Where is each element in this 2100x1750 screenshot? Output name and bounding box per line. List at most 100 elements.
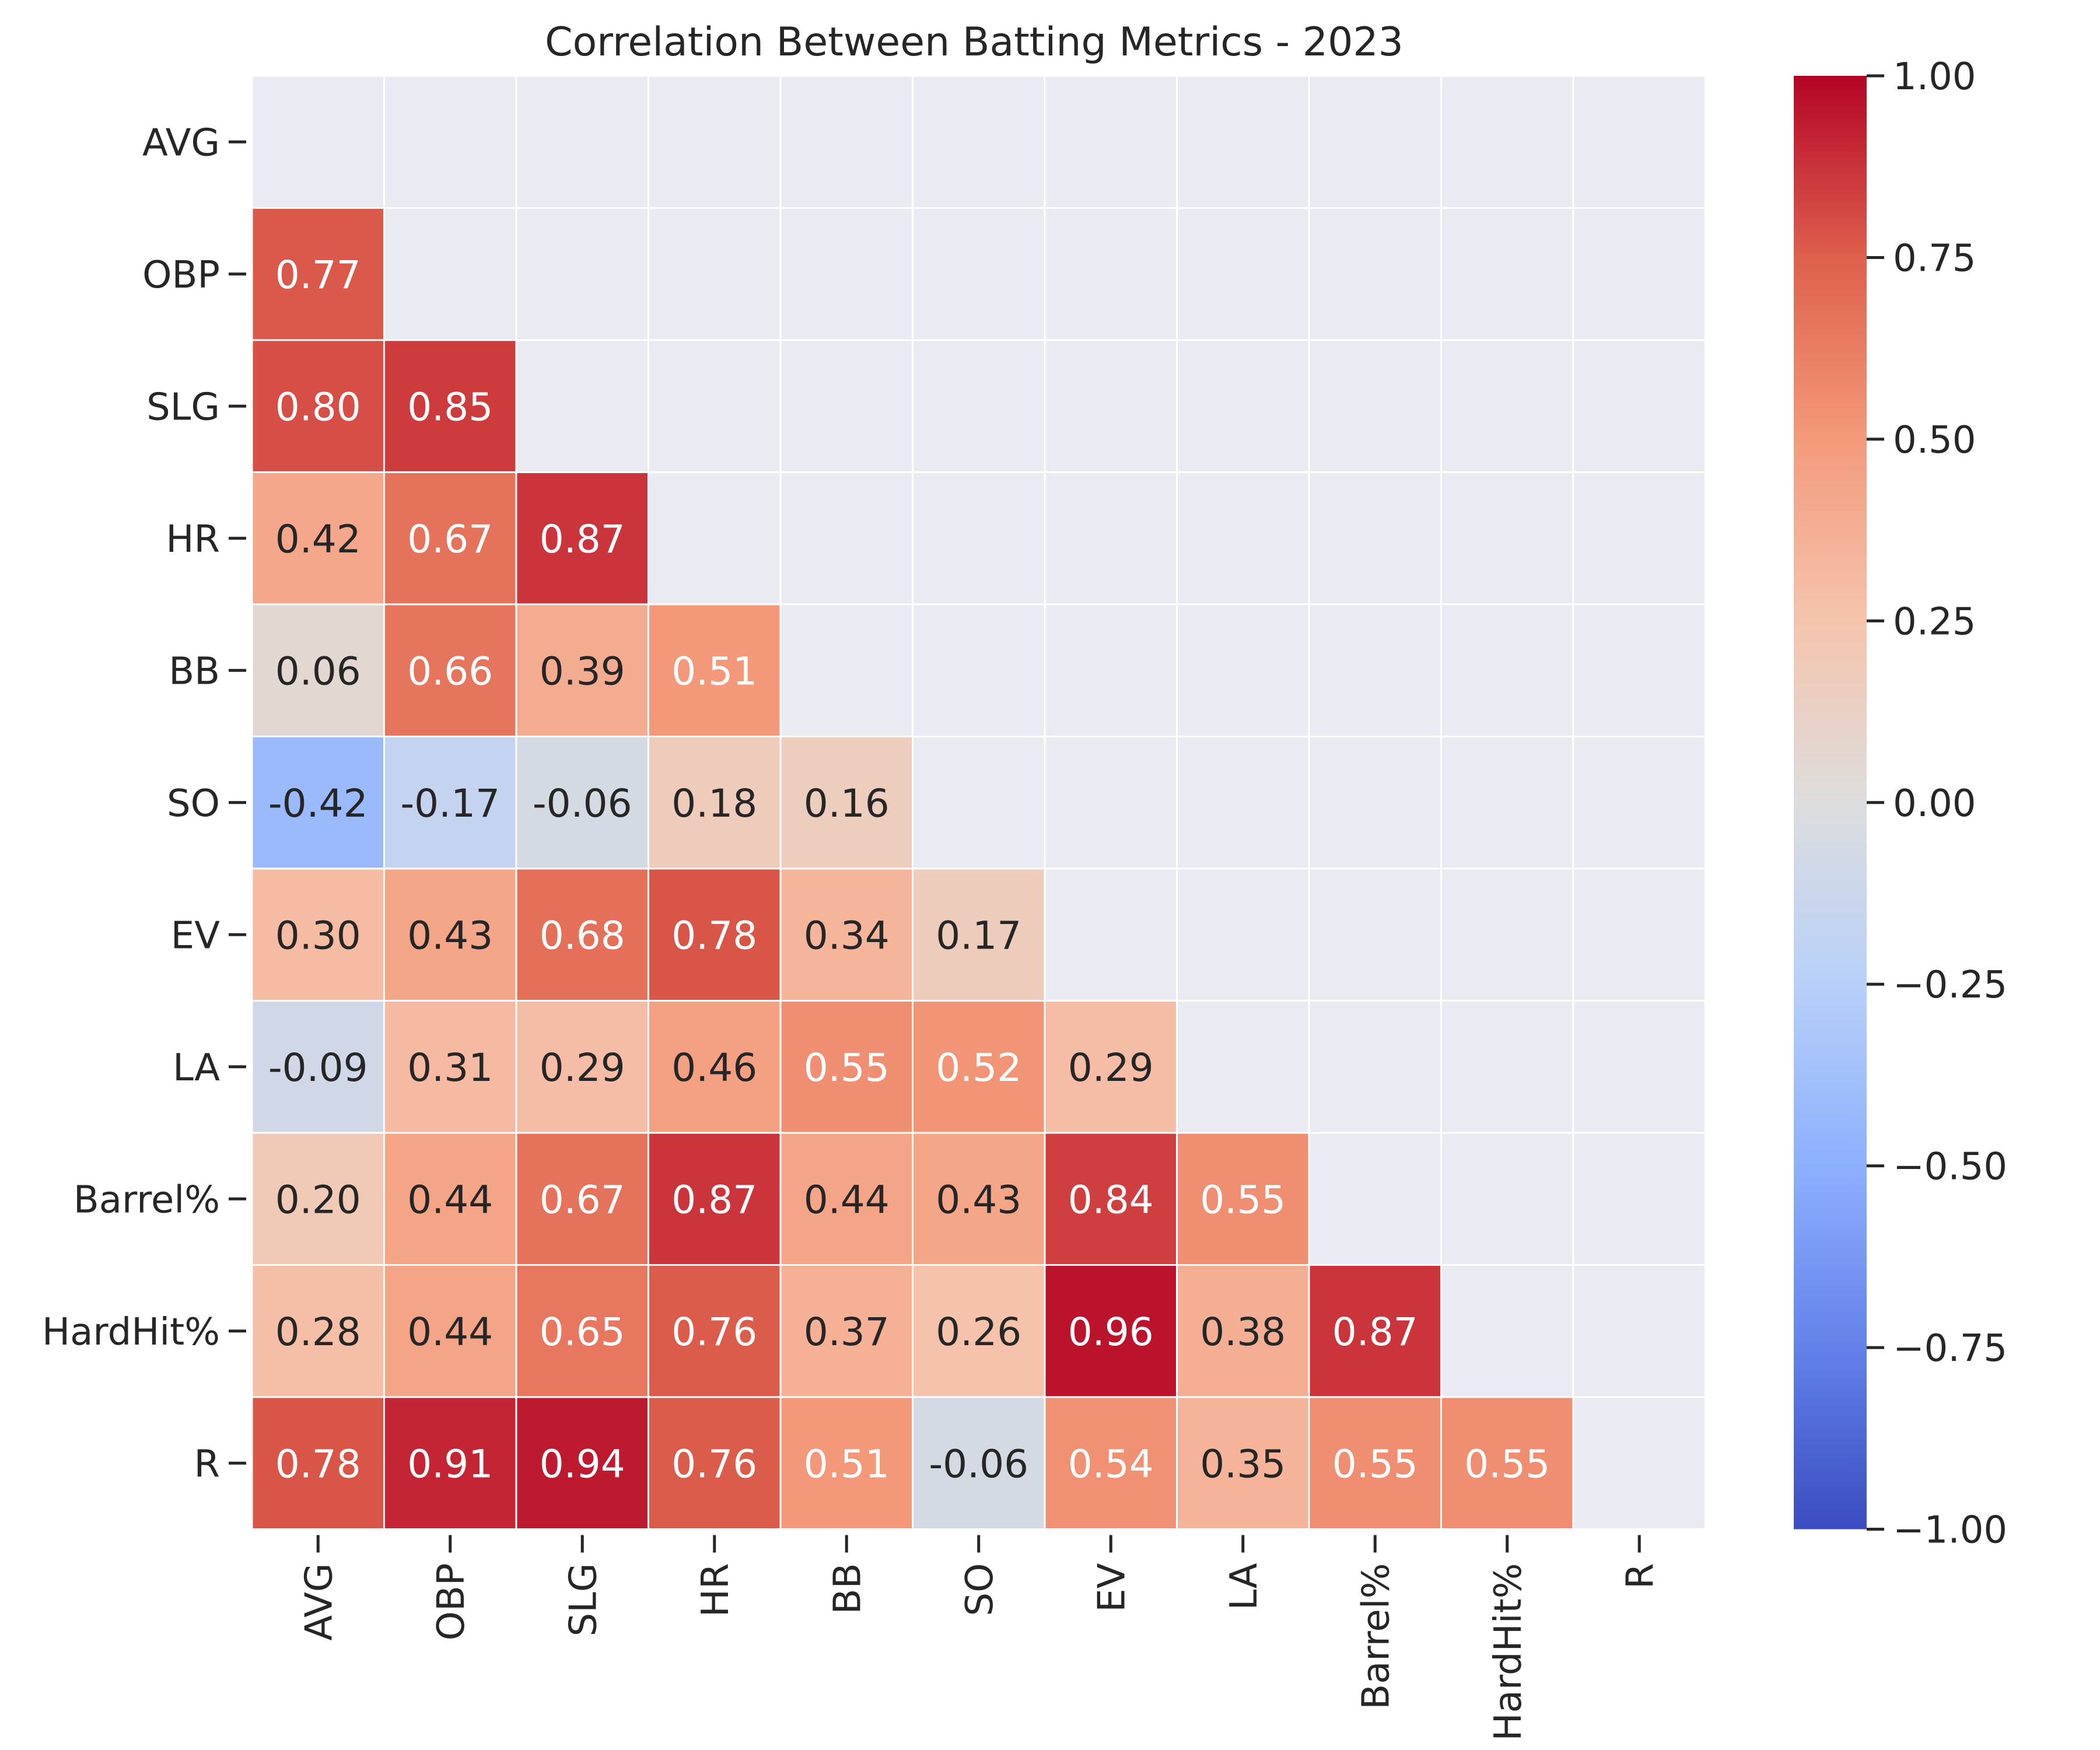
- cell-value-label: 0.44: [804, 1177, 890, 1222]
- heatmap-cell: [779, 1396, 914, 1530]
- heatmap-cell: [648, 339, 782, 473]
- heatmap-cell: [383, 471, 517, 606]
- y-tick-label: Barrel%: [74, 1178, 220, 1222]
- x-tick-label: HardHit%: [1487, 1563, 1530, 1741]
- heatmap-cell: [779, 603, 914, 737]
- colorbar: 1.00 0.75 0.50 0.25 0.00 −0.25 −0.50 −0.75 −1.00: [1794, 55, 2007, 1552]
- heatmap-cell: [515, 75, 649, 209]
- x-axis: AVG OBP SLG HR BB SO EV LA Barrel% HardHit% R: [298, 1535, 1662, 1741]
- heatmap-cell: [1572, 736, 1706, 870]
- heatmap-cell: [383, 1396, 517, 1530]
- heatmap-cell: [1572, 1000, 1706, 1134]
- heatmap-cell: [1308, 75, 1442, 209]
- heatmap-cell: [1044, 736, 1178, 870]
- cell-value-label: 0.78: [275, 1441, 361, 1486]
- heatmap-cell: [1308, 339, 1442, 473]
- cell-value-label: 0.43: [407, 913, 493, 958]
- heatmap-cell: [1308, 1396, 1442, 1530]
- heatmap-cell: [1176, 867, 1310, 1002]
- cell-value-label: 0.42: [275, 517, 361, 562]
- heatmap-cell: [251, 207, 385, 341]
- heatmap-cell: [1044, 1132, 1178, 1266]
- heatmap-cell: [515, 471, 649, 606]
- y-tick-label: BB: [169, 650, 220, 693]
- cell-value-label: 0.51: [804, 1441, 890, 1486]
- cell-value-label: 0.80: [275, 384, 361, 429]
- heatmap-cell: [1176, 339, 1310, 473]
- colorbar-gradient: [1794, 76, 1867, 1530]
- heatmap-cell: [912, 75, 1046, 209]
- colorbar-tick-label: 1.00: [1893, 55, 1976, 99]
- heatmap-cell: [1044, 75, 1178, 209]
- heatmap-cell: [648, 736, 782, 870]
- cell-value-label: 0.84: [1068, 1177, 1154, 1222]
- heatmap-cell: [1572, 339, 1706, 473]
- cell-value-label: -0.17: [400, 781, 500, 826]
- heatmap-cell: [1308, 1132, 1442, 1266]
- y-tick-label: SLG: [146, 386, 220, 429]
- heatmap-cell: [383, 1000, 517, 1134]
- heatmap-cell: [648, 75, 782, 209]
- cell-value-label: 0.96: [1068, 1310, 1154, 1354]
- cell-value-label: -0.42: [268, 781, 368, 826]
- heatmap-cell: [251, 1264, 385, 1398]
- heatmap-cell: [251, 736, 385, 870]
- heatmap-cell: [1572, 603, 1706, 737]
- heatmap-cell: [383, 603, 517, 737]
- colorbar-tick-label: −0.50: [1893, 1146, 2007, 1189]
- heatmap-cell: [912, 207, 1046, 341]
- cell-value-label: 0.68: [540, 913, 625, 958]
- heatmap-cell: [383, 867, 517, 1002]
- x-tick-label: R: [1619, 1563, 1662, 1589]
- heatmap-cell: [1440, 1132, 1574, 1266]
- heatmap-cell: [1176, 471, 1310, 606]
- y-tick-label: OBP: [142, 254, 220, 297]
- cell-value-label: 0.67: [540, 1177, 625, 1222]
- heatmap-cell: [515, 207, 649, 341]
- heatmap-cell: [1176, 1132, 1310, 1266]
- heatmap-cell: [1440, 471, 1574, 606]
- heatmap-cell: [1044, 1000, 1178, 1134]
- x-tick-label: LA: [1223, 1563, 1266, 1610]
- cell-value-label: 0.20: [275, 1177, 361, 1222]
- cell-value-label: 0.29: [1068, 1045, 1154, 1090]
- heatmap-cell: [515, 339, 649, 473]
- heatmap-cell: [251, 1132, 385, 1266]
- cell-value-label: 0.76: [671, 1310, 757, 1354]
- cell-value-label: 0.78: [671, 913, 757, 958]
- y-tick-label: HR: [166, 518, 220, 561]
- heatmap-cell: [515, 603, 649, 737]
- x-tick-label: SO: [958, 1563, 1002, 1616]
- heatmap-cell: [1308, 1000, 1442, 1134]
- cell-value-label: 0.26: [936, 1310, 1021, 1354]
- heatmap-cell: [779, 471, 914, 606]
- cell-value-label: 0.28: [275, 1310, 361, 1354]
- heatmap-cell: [1572, 1264, 1706, 1398]
- cell-value-label: 0.34: [804, 913, 890, 958]
- cell-value-label: 0.65: [540, 1310, 625, 1354]
- heatmap-cell: [1044, 471, 1178, 606]
- cell-value-label: 0.29: [540, 1045, 625, 1090]
- x-tick-label: HR: [694, 1563, 737, 1618]
- heatmap-cell: [515, 1396, 649, 1530]
- heatmap-cell: [1044, 867, 1178, 1002]
- heatmap-cell: [1308, 471, 1442, 606]
- heatmap-cell: [1440, 339, 1574, 473]
- heatmap-cell: [779, 207, 914, 341]
- cell-value-label: 0.55: [1332, 1441, 1418, 1486]
- cell-value-label: 0.16: [804, 781, 890, 826]
- heatmap-cell: [1176, 207, 1310, 341]
- heatmap-cell: [912, 867, 1046, 1002]
- heatmap-cell: [779, 1000, 914, 1134]
- cell-value-label: 0.44: [407, 1310, 493, 1354]
- heatmap-cell: [383, 75, 517, 209]
- cell-value-label: 0.87: [1332, 1310, 1418, 1354]
- cell-value-label: 0.37: [804, 1310, 890, 1354]
- cell-value-label: 0.51: [671, 649, 757, 694]
- cell-value-label: 0.46: [671, 1045, 757, 1090]
- heatmap-cell: [1308, 207, 1442, 341]
- heatmap-cell: [648, 207, 782, 341]
- heatmap-cell: [1440, 1264, 1574, 1398]
- cell-value-label: 0.66: [407, 649, 493, 694]
